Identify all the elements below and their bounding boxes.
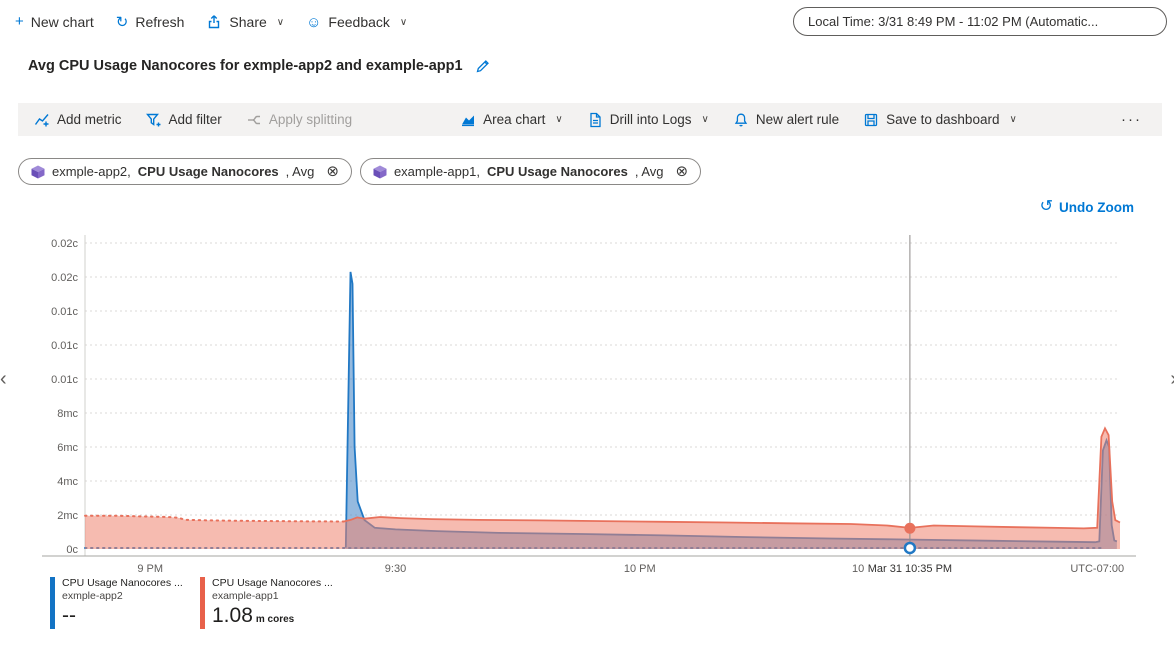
undo-zoom-label: Undo Zoom [1059, 199, 1134, 215]
svg-text:0.02c: 0.02c [51, 272, 78, 284]
svg-text:2mc: 2mc [57, 510, 78, 522]
chevron-down-icon: ∨ [1009, 114, 1017, 125]
chart-legend: CPU Usage Nanocores ... exmple-app2 -- C… [50, 577, 342, 629]
refresh-label: Refresh [135, 14, 185, 30]
share-label: Share [229, 14, 267, 30]
chevron-down-icon: ∨ [555, 114, 563, 125]
save-icon [863, 112, 879, 128]
add-metric-icon [34, 112, 50, 128]
apply-splitting-label: Apply splitting [268, 112, 353, 127]
svg-text:4mc: 4mc [57, 476, 78, 488]
time-range-picker-button[interactable]: Local Time: 3/31 8:49 PM - 11:02 PM (Aut… [793, 7, 1167, 36]
alert-bell-icon [733, 112, 749, 128]
svg-text:8mc: 8mc [57, 408, 78, 420]
share-icon [206, 14, 222, 30]
pill-aggregation: , Avg [634, 164, 664, 179]
legend-value: -- [62, 604, 76, 627]
metric-pills-row: exmple-app2, CPU Usage Nanocores , Avg ⊗… [18, 158, 702, 185]
add-metric-label: Add metric [57, 112, 122, 127]
svg-text:Mar 31 10:35 PM: Mar 31 10:35 PM [868, 563, 952, 575]
pill-scope: exmple-app2, [52, 164, 131, 179]
legend-item[interactable]: CPU Usage Nanocores ... example-app1 1.0… [200, 577, 342, 629]
chart-type-label: Area chart [483, 112, 546, 127]
new-alert-rule-label: New alert rule [755, 112, 840, 127]
scroll-left-icon[interactable]: ‹ [0, 368, 7, 390]
drill-into-logs-button[interactable]: Drill into Logs ∨ [575, 103, 721, 136]
logs-document-icon [587, 112, 603, 128]
legend-unit: m cores [255, 614, 295, 625]
pill-metric: CPU Usage Nanocores [137, 164, 279, 179]
share-button[interactable]: Share ∨ [195, 8, 295, 36]
remove-metric-icon[interactable]: ⊗ [675, 163, 689, 180]
resource-cube-icon [373, 165, 387, 179]
chevron-down-icon: ∨ [276, 16, 285, 28]
feedback-label: Feedback [328, 14, 390, 30]
apply-splitting-button: Apply splitting [234, 103, 364, 136]
svg-text:9 PM: 9 PM [137, 563, 163, 575]
svg-text:0.02c: 0.02c [51, 238, 78, 250]
apply-splitting-icon [246, 112, 262, 128]
chart-toolbar: Add metric Add filter Apply splitting [18, 103, 1162, 136]
legend-resource-name: exmple-app2 [62, 590, 123, 602]
svg-text:9:30: 9:30 [385, 563, 406, 575]
chart-title: Avg CPU Usage Nanocores for exmple-app2 … [28, 58, 463, 74]
metric-pill[interactable]: exmple-app2, CPU Usage Nanocores , Avg ⊗ [18, 158, 352, 185]
chevron-down-icon: ∨ [399, 16, 408, 28]
legend-item[interactable]: CPU Usage Nanocores ... exmple-app2 -- [50, 577, 192, 629]
legend-metric-name: CPU Usage Nanocores ... [62, 577, 183, 589]
plus-icon: + [15, 12, 24, 30]
undo-icon: ↺ [1039, 198, 1054, 215]
pill-scope: example-app1, [393, 164, 480, 179]
new-chart-button[interactable]: + New chart [4, 8, 105, 36]
feedback-button[interactable]: ☺ Feedback ∨ [295, 8, 418, 36]
smiley-icon: ☺ [306, 13, 322, 31]
add-metric-button[interactable]: Add metric [22, 103, 134, 136]
scroll-right-icon[interactable]: › [1170, 368, 1174, 391]
metrics-chart[interactable]: 0c 2mc 4mc 6mc 8mc 0.01c 0.01c 0.01c 0.02c 0.02c 9… [0, 225, 1174, 577]
chart-type-button[interactable]: Area chart ∨ [448, 103, 575, 136]
new-alert-rule-button[interactable]: New alert rule [721, 103, 851, 136]
refresh-icon: ↻ [115, 13, 129, 31]
save-to-dashboard-button[interactable]: Save to dashboard ∨ [851, 103, 1029, 136]
svg-text:0.01c: 0.01c [51, 374, 78, 386]
pill-metric: CPU Usage Nanocores [486, 164, 628, 179]
new-chart-label: New chart [30, 14, 94, 30]
chart-title-row: Avg CPU Usage Nanocores for exmple-app2 … [28, 58, 491, 74]
filter-icon [145, 112, 162, 128]
legend-resource-name: example-app1 [212, 590, 279, 602]
undo-zoom-button[interactable]: ↺ Undo Zoom [1034, 196, 1140, 218]
svg-text:0.01c: 0.01c [51, 306, 78, 318]
svg-text:0c: 0c [66, 544, 78, 556]
remove-metric-icon[interactable]: ⊗ [326, 163, 339, 180]
legend-color-bar [50, 577, 55, 629]
refresh-button[interactable]: ↻ Refresh [105, 8, 196, 36]
save-to-dashboard-label: Save to dashboard [886, 112, 1000, 127]
resource-cube-icon [31, 165, 45, 179]
more-commands-button[interactable]: ··· [1115, 110, 1148, 129]
svg-text:10 PM: 10 PM [624, 563, 656, 575]
svg-text:6mc: 6mc [57, 442, 78, 454]
svg-text:UTC-07:00: UTC-07:00 [1070, 563, 1124, 575]
add-filter-label: Add filter [168, 112, 222, 127]
legend-value: 1.08 [212, 604, 253, 627]
legend-color-bar [200, 577, 205, 629]
edit-title-icon[interactable] [475, 58, 491, 74]
top-commandbar: + New chart ↻ Refresh Share ∨ ☺ Feedback… [4, 2, 418, 42]
legend-metric-name: CPU Usage Nanocores ... [212, 577, 333, 589]
svg-text:0.01c: 0.01c [51, 340, 78, 352]
add-filter-button[interactable]: Add filter [134, 103, 234, 136]
area-chart-icon [460, 112, 476, 128]
svg-text:10: 10 [852, 563, 864, 575]
metric-pill[interactable]: example-app1, CPU Usage Nanocores , Avg … [359, 158, 702, 185]
drill-into-logs-label: Drill into Logs [609, 112, 692, 127]
pill-aggregation: , Avg [285, 164, 315, 179]
chevron-down-icon: ∨ [701, 114, 709, 125]
